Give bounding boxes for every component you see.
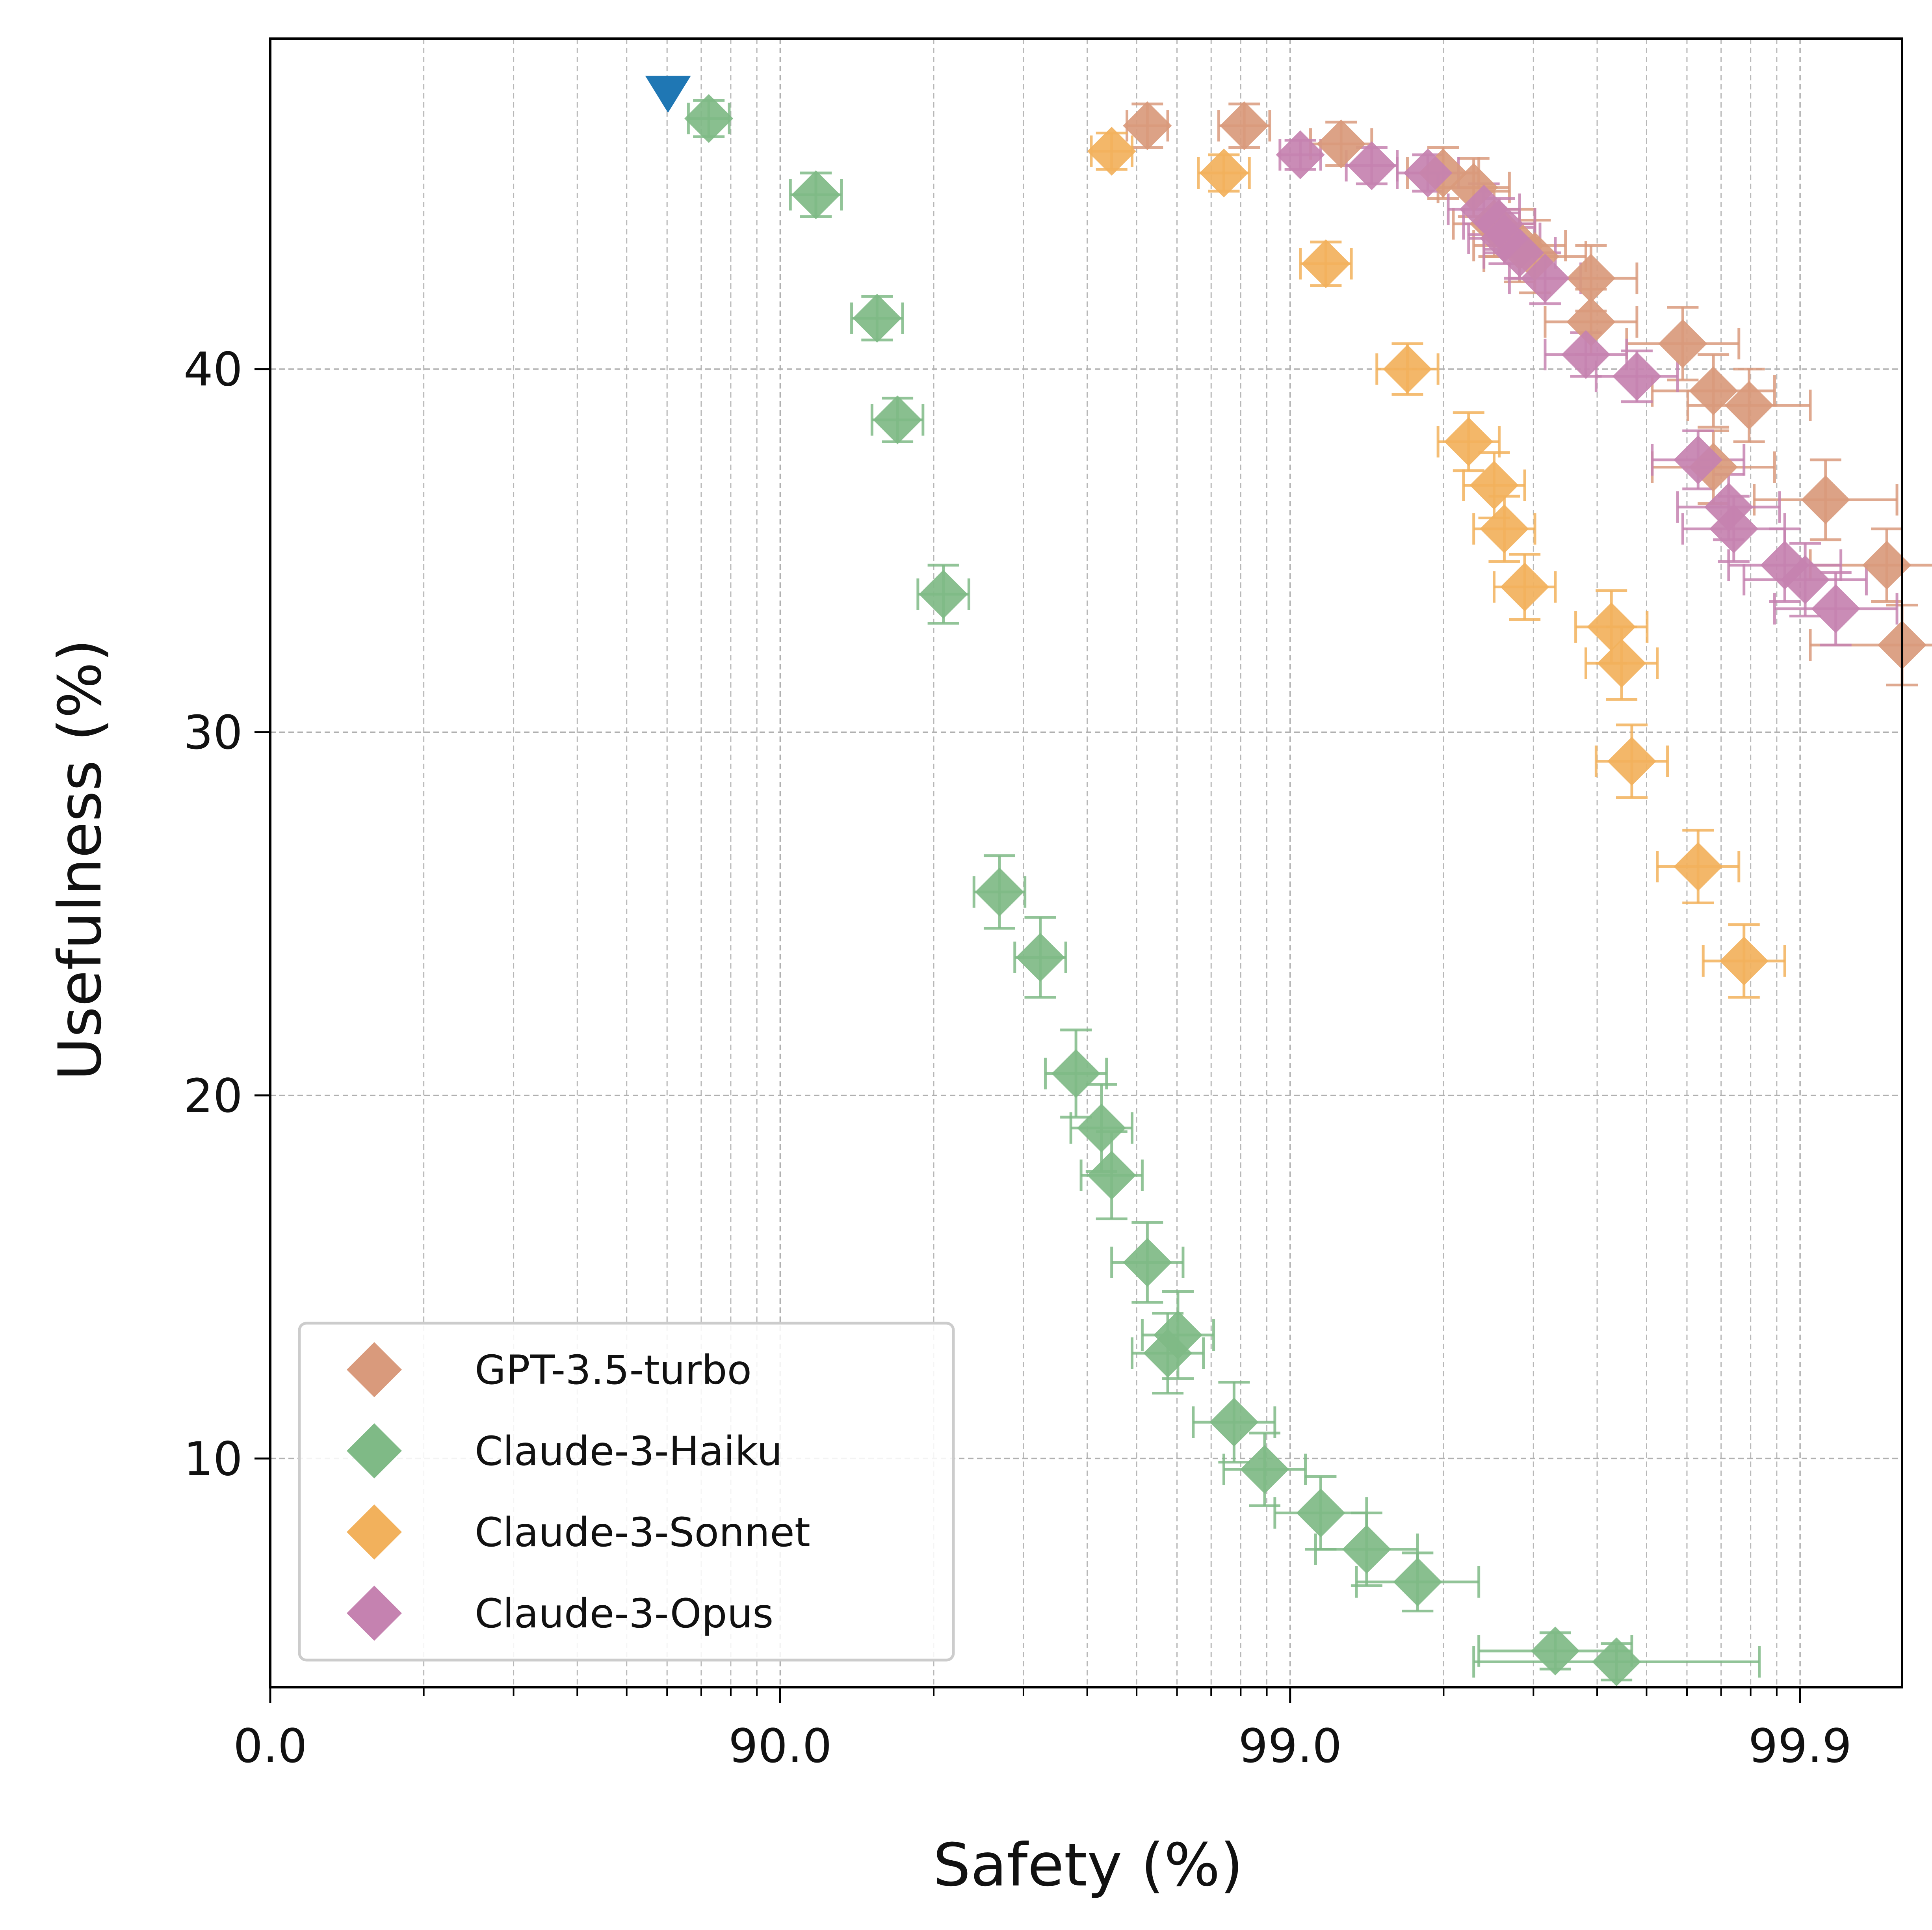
data-point-claude-3-opus — [1709, 504, 1758, 554]
legend-marker-claude-3-opus — [347, 1586, 402, 1641]
legend-entry-claude-3-haiku: Claude-3-Haiku — [347, 1423, 782, 1478]
y-axis-label: Usefulness (%) — [46, 639, 115, 1081]
data-point-claude-3-sonnet — [1674, 842, 1723, 891]
legend-entry-claude-3-opus: Claude-3-Opus — [347, 1586, 773, 1641]
data-point-gpt-3-5-turbo — [1566, 254, 1616, 303]
data-point-claude-3-opus — [1276, 130, 1325, 179]
data-point-gpt-3-5-turbo — [1123, 101, 1172, 151]
data-point-gpt-3-5-turbo — [1862, 541, 1912, 590]
legend-entry-claude-3-sonnet: Claude-3-Sonnet — [347, 1504, 810, 1560]
y-tick-label: 10 — [184, 1432, 243, 1486]
data-point-claude-3-haiku — [1342, 1525, 1391, 1574]
data-point-claude-3-opus — [1561, 330, 1611, 379]
x-tick-label: 0.0 — [233, 1719, 307, 1773]
baseline-triangle-marker — [645, 76, 691, 113]
x-axis-label: Safety (%) — [933, 1831, 1243, 1900]
legend: GPT-3.5-turbo Claude-3-Haiku Claude-3-So… — [298, 1322, 955, 1662]
data-point-claude-3-haiku — [1077, 1103, 1126, 1153]
data-point-claude-3-haiku — [1240, 1445, 1289, 1494]
y-tick-label: 20 — [184, 1069, 243, 1123]
data-point-claude-3-haiku — [1087, 1151, 1136, 1200]
data-point-gpt-3-5-turbo — [1566, 297, 1616, 346]
data-point-claude-3-sonnet — [1383, 344, 1432, 394]
data-point-claude-3-sonnet — [1469, 461, 1519, 510]
y-tick-label: 30 — [184, 705, 243, 760]
marker-layer — [645, 76, 1926, 1686]
data-point-claude-3-sonnet — [1500, 562, 1549, 612]
legend-marker-claude-3-sonnet — [347, 1504, 402, 1560]
x-tick-label: 99.9 — [1748, 1719, 1852, 1773]
data-point-claude-3-sonnet — [1480, 504, 1529, 554]
plot-area-frame — [269, 37, 1903, 1688]
data-point-claude-3-sonnet — [1587, 602, 1636, 651]
data-point-claude-3-haiku — [1143, 1329, 1193, 1378]
legend-marker-claude-3-haiku — [347, 1423, 402, 1478]
data-point-claude-3-sonnet — [1444, 417, 1493, 466]
data-point-claude-3-sonnet — [1597, 639, 1646, 688]
data-point-claude-3-opus — [1495, 228, 1544, 277]
legend-entry-gpt-3-5-turbo: GPT-3.5-turbo — [347, 1342, 752, 1397]
data-point-gpt-3-5-turbo — [1220, 101, 1269, 151]
data-point-claude-3-opus — [1347, 141, 1396, 190]
data-point-claude-3-haiku — [1296, 1488, 1345, 1538]
data-point-claude-3-opus — [1612, 352, 1661, 401]
data-point-claude-3-sonnet — [1719, 936, 1769, 985]
data-point-claude-3-sonnet — [1199, 148, 1248, 197]
data-point-claude-3-haiku — [684, 94, 734, 143]
data-point-claude-3-opus — [1674, 435, 1723, 485]
data-point-claude-3-sonnet — [1607, 736, 1656, 786]
data-point-claude-3-sonnet — [1087, 126, 1136, 176]
data-point-claude-3-haiku — [1209, 1398, 1259, 1447]
x-tick-label: 99.0 — [1238, 1719, 1342, 1773]
data-point-gpt-3-5-turbo — [1724, 381, 1774, 430]
data-point-claude-3-haiku — [853, 294, 902, 343]
data-point-claude-3-haiku — [919, 570, 968, 619]
legend-label-claude-3-opus: Claude-3-Opus — [475, 1590, 773, 1637]
data-point-gpt-3-5-turbo — [1658, 319, 1707, 368]
data-point-claude-3-haiku — [1393, 1557, 1442, 1606]
data-point-gpt-3-5-turbo — [1689, 366, 1738, 415]
data-point-claude-3-opus — [1781, 555, 1830, 604]
data-point-claude-3-haiku — [1123, 1238, 1172, 1287]
legend-box — [298, 1322, 955, 1662]
legend-label-claude-3-sonnet: Claude-3-Sonnet — [475, 1509, 810, 1556]
y-tick-label: 40 — [184, 342, 243, 397]
data-point-gpt-3-5-turbo — [1317, 119, 1366, 169]
legend-label-gpt-3-5-turbo: GPT-3.5-turbo — [475, 1347, 752, 1394]
legend-marker-gpt-3-5-turbo — [347, 1342, 402, 1397]
data-point-claude-3-haiku — [791, 170, 840, 219]
legend-label-claude-3-haiku: Claude-3-Haiku — [475, 1428, 782, 1475]
data-point-claude-3-haiku — [1531, 1626, 1580, 1675]
x-tick-label: 90.0 — [728, 1719, 832, 1773]
data-point-claude-3-opus — [1811, 584, 1860, 633]
data-point-claude-3-haiku — [1592, 1637, 1641, 1686]
data-point-claude-3-sonnet — [1301, 239, 1351, 288]
axis-ticks: 0.0 90.0 99.0 99.9 10 20 30 40 — [184, 342, 1852, 1773]
data-point-claude-3-haiku — [975, 867, 1024, 917]
data-point-claude-3-opus — [1520, 254, 1570, 303]
data-point-claude-3-opus — [1403, 148, 1453, 197]
data-point-claude-3-haiku — [1016, 933, 1065, 982]
data-point-claude-3-haiku — [1051, 1049, 1101, 1098]
data-point-claude-3-haiku — [873, 395, 922, 444]
data-point-gpt-3-5-turbo — [1801, 475, 1850, 524]
